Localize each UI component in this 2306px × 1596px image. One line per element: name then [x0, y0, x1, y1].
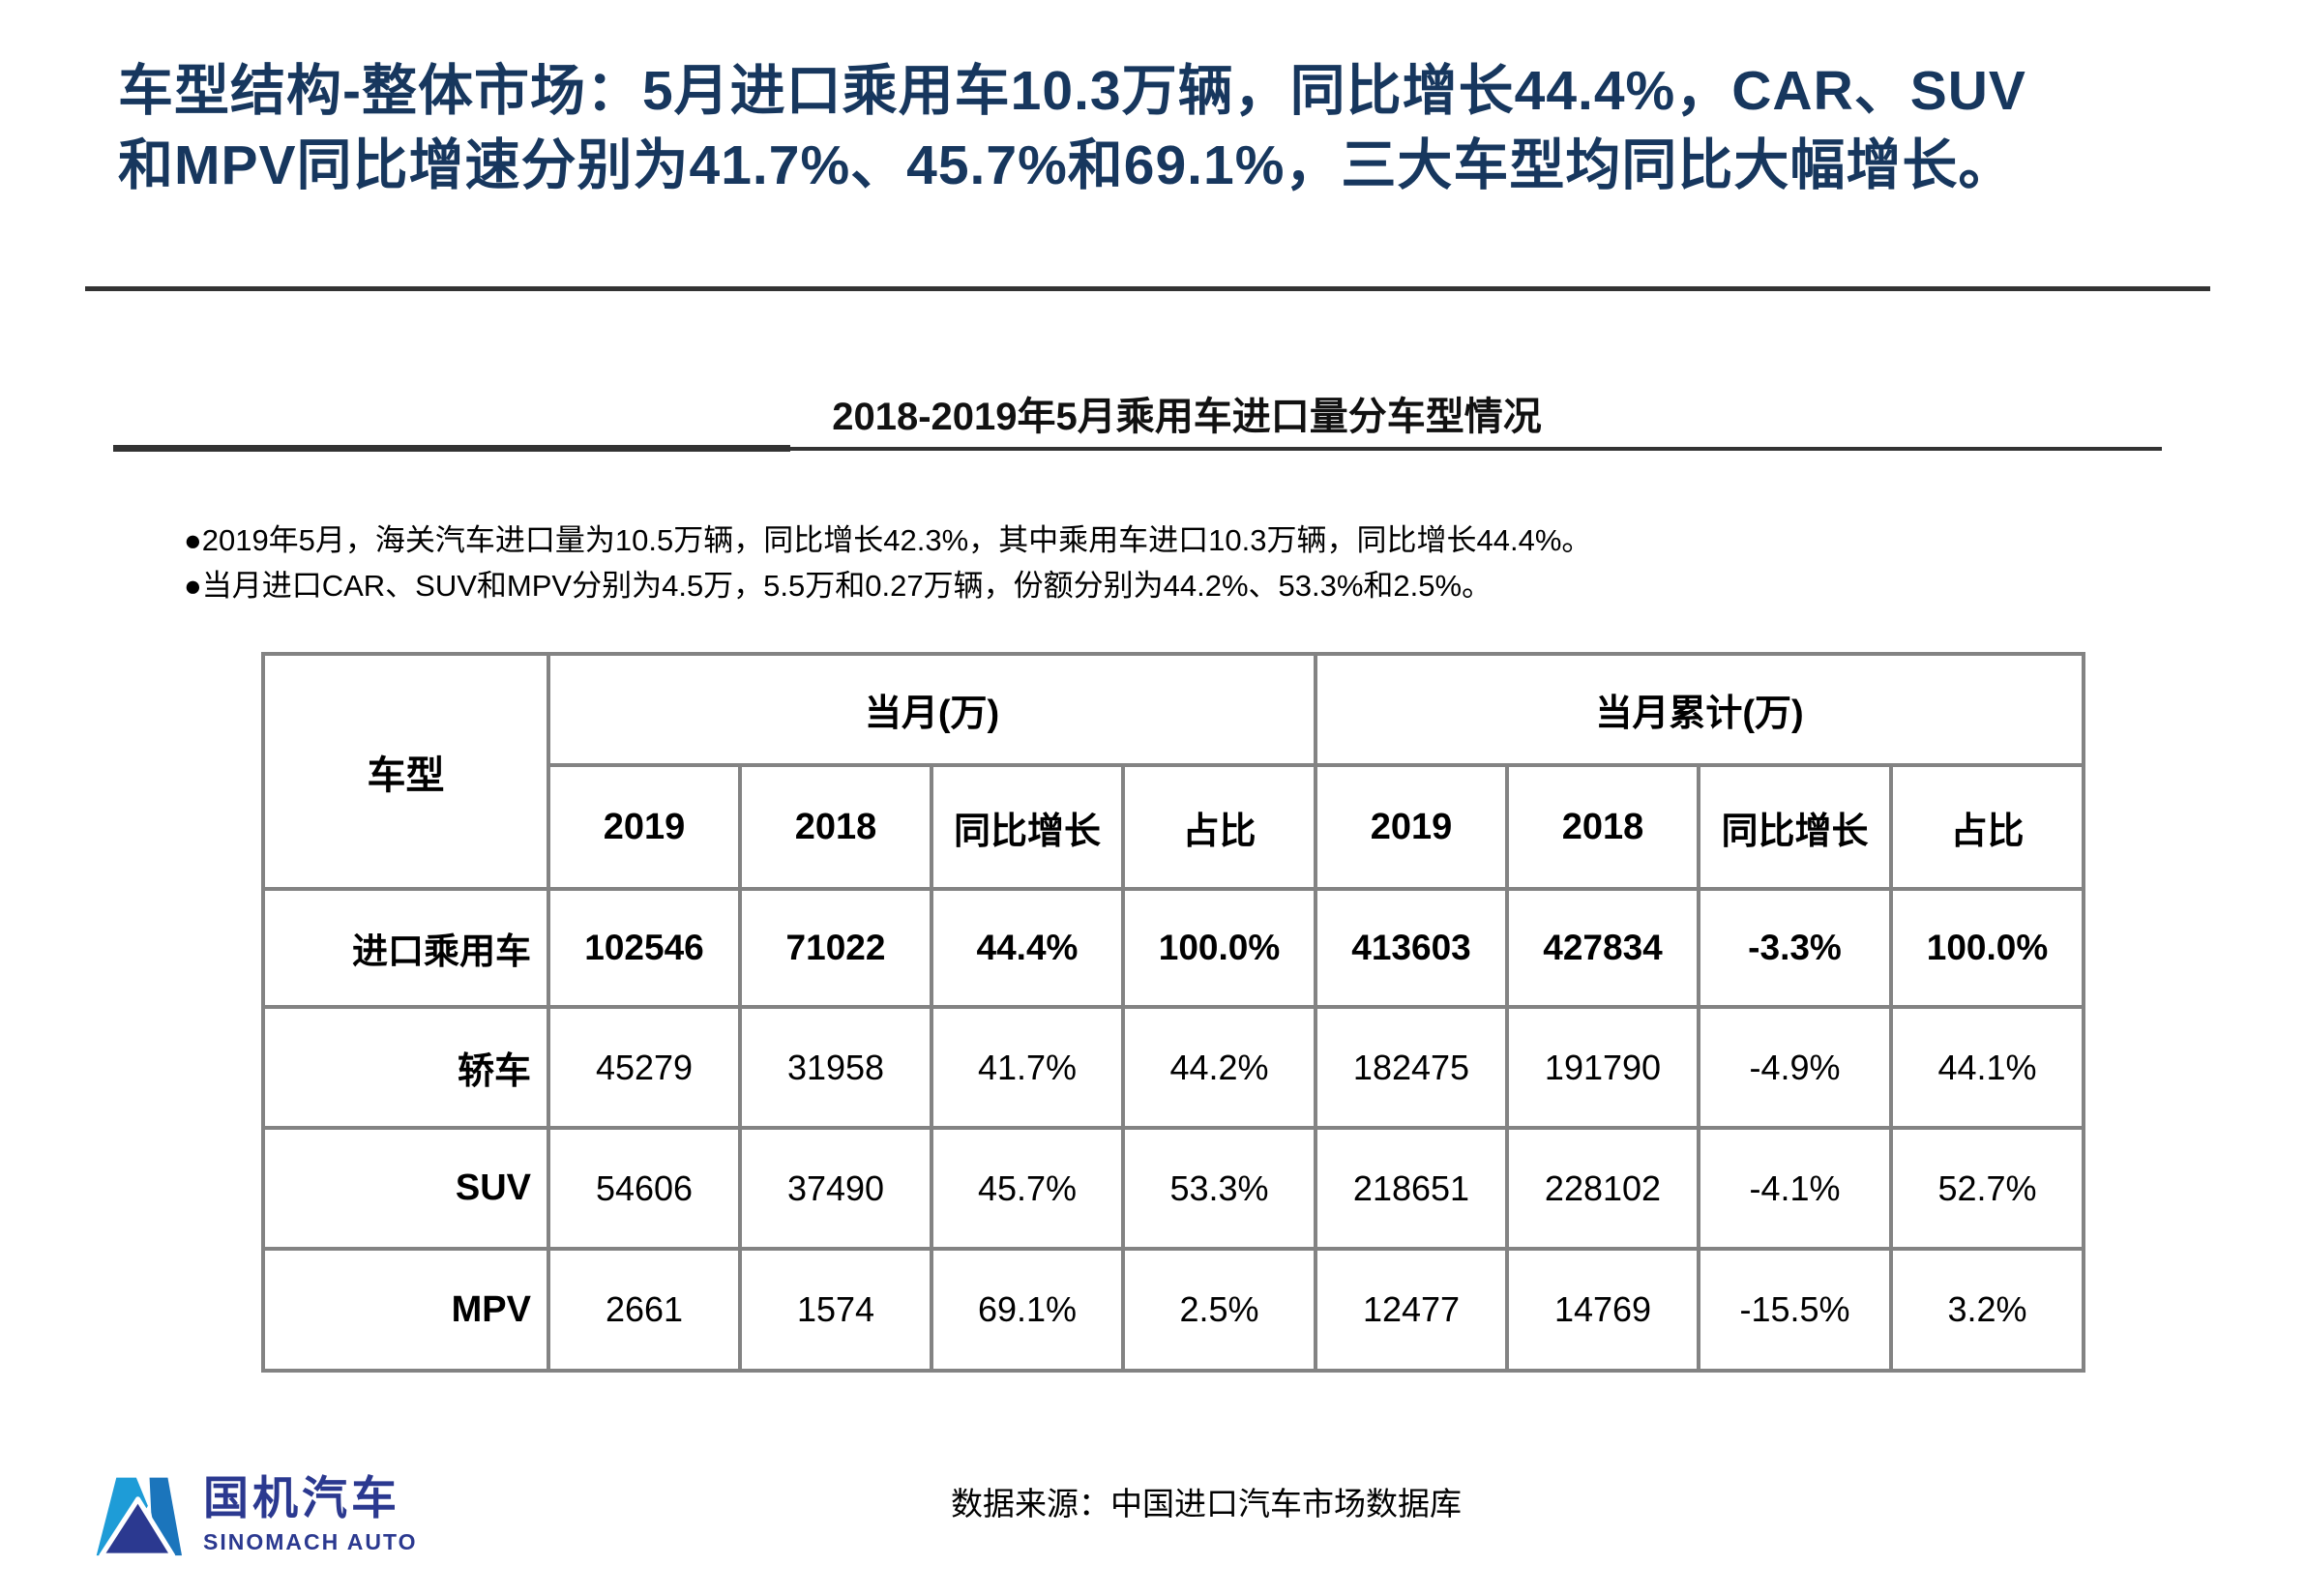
- page-title: 车型结构-整体市场：5月进口乘用车10.3万辆，同比增长44.4%，CAR、SU…: [118, 54, 2227, 203]
- table-row: SUV 54606 37490 45.7% 53.3% 218651 22810…: [261, 1126, 2085, 1251]
- data-source-note: 数据来源：中国进口汽车市场数据库: [951, 1486, 1462, 1522]
- table-cell: 413603: [1314, 887, 1509, 1009]
- table-cell: 69.1%: [930, 1247, 1125, 1373]
- table-cell: 45.7%: [930, 1126, 1125, 1251]
- table-subheader-row: 2019 2018 同比增长 占比 2019 2018 同比增长 占比: [263, 763, 2085, 891]
- subheader-cell: 同比增长: [930, 763, 1125, 891]
- table-cell: 100.0%: [1121, 887, 1317, 1009]
- table-cell: 2661: [547, 1247, 742, 1373]
- table-row: 轿车 45279 31958 41.7% 44.2% 182475 191790…: [261, 1005, 2085, 1130]
- table-cell: 102546: [547, 887, 742, 1009]
- table-cell: 52.7%: [1889, 1126, 2085, 1251]
- subheader-cell: 占比: [1889, 763, 2085, 891]
- section-title: 2018-2019年5月乘用车进口量分车型情况: [832, 396, 1542, 438]
- subheader-cell: 2019: [547, 763, 742, 891]
- row-label: SUV: [261, 1126, 550, 1251]
- row-label: 轿车: [261, 1005, 550, 1130]
- section-underline-left: [113, 445, 790, 452]
- logo-text: 国机汽车 SINOMACH AUTO: [203, 1472, 418, 1555]
- table-cell: 12477: [1314, 1247, 1509, 1373]
- logo-chinese-name: 国机汽车: [203, 1472, 400, 1523]
- table-cell: 37490: [738, 1126, 933, 1251]
- bullet-item: ●2019年5月，海关汽车进口量为10.5万辆，同比增长42.3%，其中乘用车进…: [184, 523, 1592, 557]
- table-group-header-row: 车型 当月(万) 当月累计(万): [261, 652, 2085, 891]
- sinomach-logo: 国机汽车 SINOMACH AUTO: [95, 1474, 418, 1557]
- row-label: MPV: [261, 1247, 550, 1373]
- subheader-cell: 占比: [1121, 763, 1317, 891]
- table-cell: 41.7%: [930, 1005, 1125, 1130]
- table-cell: 14769: [1505, 1247, 1700, 1373]
- section-underline-right: [790, 447, 2162, 451]
- table-cell: 427834: [1505, 887, 1700, 1009]
- table-cell: 44.2%: [1121, 1005, 1317, 1130]
- table-cell: -4.1%: [1697, 1126, 1893, 1251]
- table-cell: -4.9%: [1697, 1005, 1893, 1130]
- table-cell: 54606: [547, 1126, 742, 1251]
- table-cell: 53.3%: [1121, 1126, 1317, 1251]
- row-label: 进口乘用车: [261, 887, 550, 1009]
- table-cell: 1574: [738, 1247, 933, 1373]
- table-cell: 228102: [1505, 1126, 1700, 1251]
- table-cell: 31958: [738, 1005, 933, 1130]
- top-divider: [85, 286, 2210, 291]
- table-cell: 44.1%: [1889, 1005, 2085, 1130]
- subheader-cell: 2019: [1314, 763, 1509, 891]
- table-row: MPV 2661 1574 69.1% 2.5% 12477 14769 -15…: [261, 1247, 2085, 1373]
- table-cell: 3.2%: [1889, 1247, 2085, 1373]
- table-cell: 191790: [1505, 1005, 1700, 1130]
- logo-english-name: SINOMACH AUTO: [203, 1529, 418, 1554]
- subheader-cell: 同比增长: [1697, 763, 1893, 891]
- group-header-current: 当月(万): [547, 652, 1317, 767]
- subheader-cell: 2018: [738, 763, 933, 891]
- table-cell: 218651: [1314, 1126, 1509, 1251]
- table-row: 进口乘用车 102546 71022 44.4% 100.0% 413603 4…: [261, 887, 2085, 1009]
- import-volume-table: 车型 当月(万) 当月累计(万) 2019 2018 同比增长 占比 2019 …: [261, 652, 2085, 1373]
- table-cell: 71022: [738, 887, 933, 1009]
- subheader-cell: 2018: [1505, 763, 1700, 891]
- table-cell: 100.0%: [1889, 887, 2085, 1009]
- bullet-item: ●当月进口CAR、SUV和MPV分别为4.5万，5.5万和0.27万辆，份额分别…: [184, 569, 1493, 603]
- bullet-list: ●2019年5月，海关汽车进口量为10.5万辆，同比增长42.3%，其中乘用车进…: [184, 517, 2167, 608]
- table-cell: -15.5%: [1697, 1247, 1893, 1373]
- group-header-cumulative: 当月累计(万): [1314, 652, 2085, 767]
- table-cell: 2.5%: [1121, 1247, 1317, 1373]
- table-cell: 182475: [1314, 1005, 1509, 1130]
- page-title-line1: 车型结构-整体市场：5月进口乘用车10.3万辆，同比增长44.4%，CAR、SU…: [118, 60, 2026, 122]
- table-cell: -3.3%: [1697, 887, 1893, 1009]
- page-title-line2: 和MPV同比增速分别为41.7%、45.7%和69.1%，三大车型均同比大幅增长…: [118, 134, 2015, 196]
- corner-header-cell: 车型: [261, 652, 550, 891]
- table-cell: 45279: [547, 1005, 742, 1130]
- table-cell: 44.4%: [930, 887, 1125, 1009]
- sinomach-mountain-icon: [96, 1477, 182, 1557]
